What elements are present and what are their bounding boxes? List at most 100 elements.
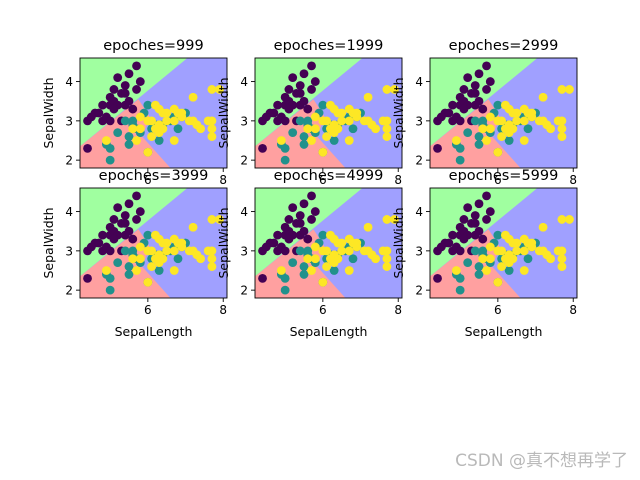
data-point	[318, 277, 328, 287]
region-setosa	[430, 188, 538, 277]
data-point	[485, 207, 495, 216]
subplot-4: 6 8 2 3 4 epoches=3999 SepalWidth SepalLength	[41, 168, 228, 339]
subplot-title: epoches=1999	[274, 38, 384, 54]
data-point	[105, 155, 115, 165]
data-point	[478, 234, 488, 244]
y-tick-label: 2	[65, 284, 73, 298]
data-point	[147, 132, 157, 141]
plot-area	[255, 188, 402, 298]
data-point	[215, 215, 224, 224]
data-point	[303, 234, 313, 244]
data-point	[124, 69, 134, 79]
region-setosa	[255, 188, 363, 277]
data-point	[109, 85, 119, 94]
data-point	[169, 116, 179, 126]
data-point	[459, 104, 469, 114]
data-point	[463, 203, 473, 213]
data-point	[177, 112, 187, 122]
y-tick-label: 3	[65, 114, 73, 128]
data-point	[98, 230, 108, 240]
data-point	[307, 215, 316, 224]
data-point	[135, 242, 145, 252]
data-point	[455, 222, 465, 232]
data-point	[162, 246, 172, 256]
data-point	[497, 262, 507, 271]
data-point	[128, 234, 138, 244]
data-point	[482, 61, 491, 71]
data-point	[474, 199, 484, 209]
data-point	[94, 238, 104, 248]
data-point	[463, 128, 473, 138]
data-point	[120, 218, 130, 228]
data-point	[154, 136, 164, 145]
data-point	[463, 73, 473, 83]
data-point	[482, 85, 491, 94]
data-point	[348, 124, 358, 134]
data-point	[474, 270, 484, 279]
data-point	[344, 246, 354, 256]
data-point	[382, 132, 392, 141]
data-point	[322, 116, 332, 126]
data-point	[318, 100, 328, 110]
data-point	[147, 262, 157, 271]
x-axis-label: SepalLength	[290, 324, 368, 339]
data-point	[299, 132, 309, 141]
data-point	[470, 88, 480, 98]
data-point	[258, 273, 267, 283]
data-point	[124, 140, 134, 149]
data-point	[162, 116, 172, 126]
data-point	[150, 254, 160, 264]
data-point	[299, 199, 309, 209]
data-point	[436, 242, 446, 252]
data-point	[86, 242, 96, 252]
data-point	[500, 124, 510, 134]
data-point	[382, 124, 392, 134]
data-point	[105, 222, 115, 232]
data-point	[329, 266, 339, 275]
data-point	[371, 124, 381, 134]
data-point	[474, 262, 484, 271]
y-axis-label: SepalWidth	[216, 77, 231, 148]
x-axis-label: SepalLength	[465, 324, 543, 339]
axes-frame	[254, 187, 403, 299]
data-point	[113, 73, 123, 83]
data-point	[284, 104, 294, 114]
data-point	[470, 116, 480, 126]
data-point	[493, 230, 503, 240]
x-tick-label: 8	[394, 173, 402, 187]
data-point	[83, 273, 92, 283]
data-point	[448, 230, 458, 240]
data-point	[147, 246, 157, 256]
data-point	[519, 246, 529, 256]
data-point	[322, 132, 332, 141]
data-point	[482, 266, 491, 275]
data-point	[557, 246, 567, 256]
data-point	[557, 132, 567, 141]
data-point	[310, 77, 320, 86]
y-tick-label: 3	[65, 244, 73, 258]
data-point	[86, 112, 96, 122]
y-tick-label: 4	[65, 205, 73, 219]
data-point	[557, 215, 567, 224]
x-tick-label: 8	[394, 303, 402, 317]
data-point	[207, 116, 217, 126]
data-point	[169, 136, 179, 145]
data-point	[322, 246, 332, 256]
data-point	[280, 273, 290, 283]
data-point	[143, 147, 153, 157]
data-point	[284, 234, 294, 244]
data-point	[135, 207, 145, 216]
data-point	[295, 88, 305, 98]
data-point	[463, 258, 473, 268]
data-point	[546, 254, 556, 264]
data-point	[459, 215, 469, 224]
data-point	[258, 143, 267, 153]
data-point	[303, 116, 313, 126]
data-point	[512, 116, 522, 126]
data-point	[470, 211, 480, 220]
region-setosa	[80, 58, 188, 147]
data-point	[109, 234, 119, 244]
data-point	[83, 143, 92, 153]
